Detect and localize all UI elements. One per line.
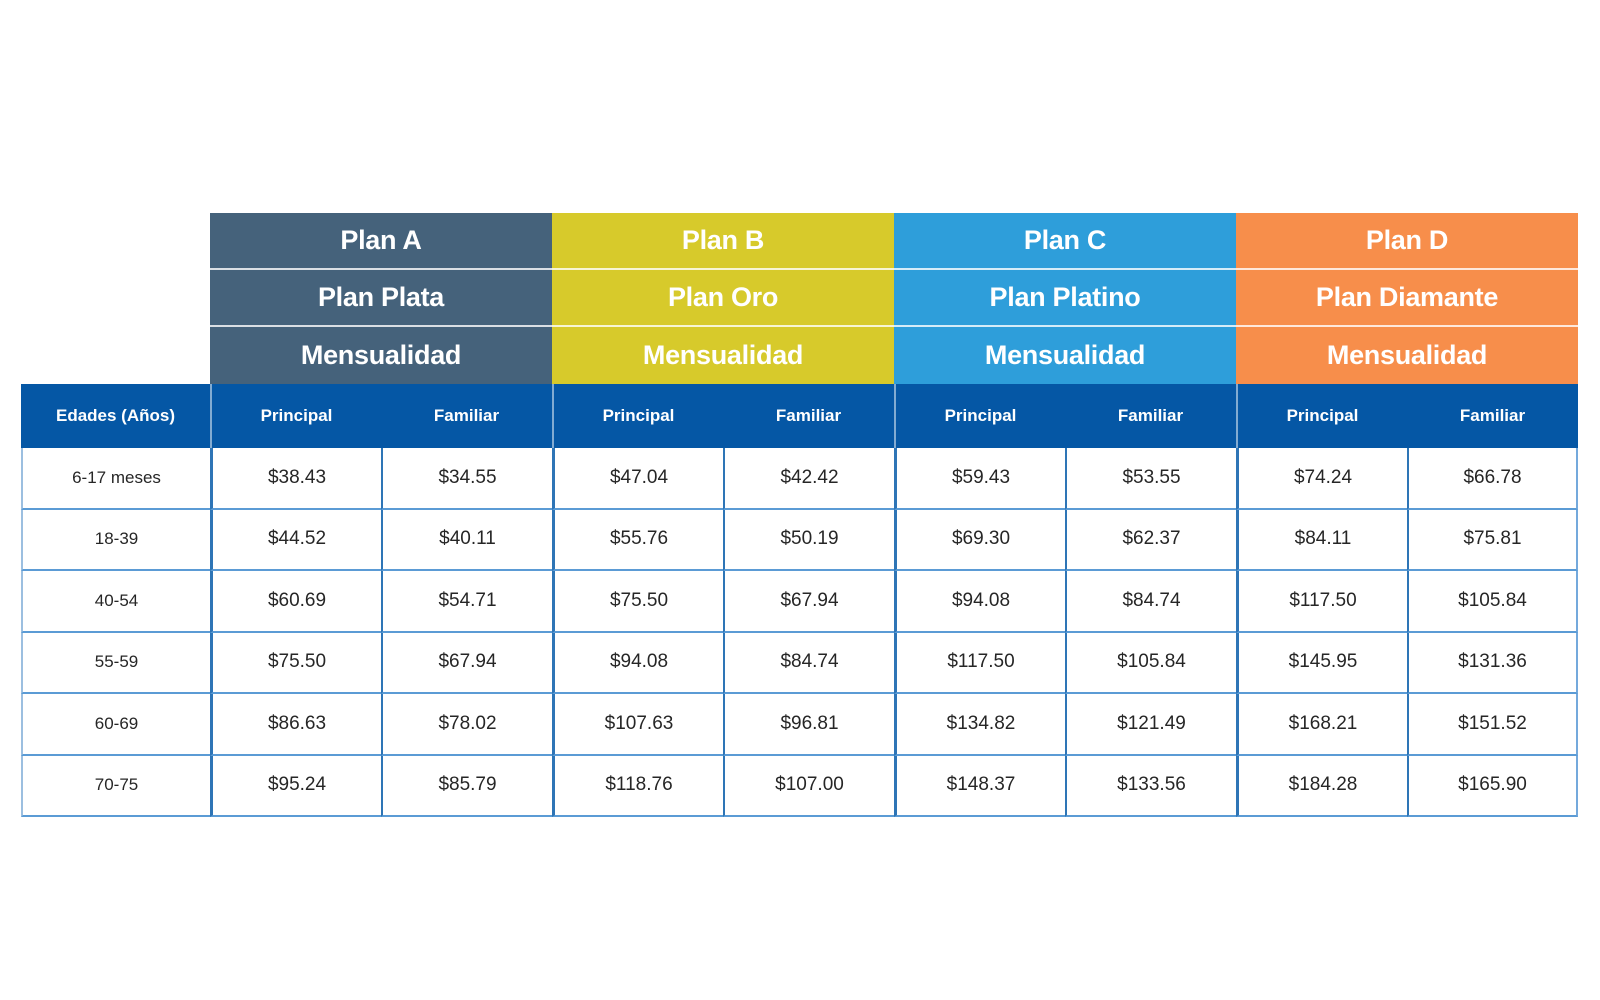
price-cell-plan-c-principal: $117.50	[894, 632, 1065, 694]
price-cell-plan-d-principal: $74.24	[1236, 448, 1407, 510]
price-cell-plan-c-familiar: $62.37	[1065, 509, 1236, 571]
price-cell-plan-d-familiar: $131.36	[1407, 632, 1578, 694]
plan-d-name-header: Plan Diamante	[1236, 270, 1578, 327]
price-cell-plan-b-familiar: $67.94	[723, 571, 894, 633]
plan-c-code-header: Plan C	[894, 213, 1236, 270]
age-cell: 40-54	[21, 571, 210, 633]
plan-c-billing-header: Mensualidad	[894, 327, 1236, 384]
table-corner-spacer	[21, 213, 210, 384]
price-cell-plan-a-familiar: $40.11	[381, 509, 552, 571]
price-cell-plan-b-principal: $55.76	[552, 509, 723, 571]
plan-b-principal-header: Principal	[552, 384, 723, 448]
price-cell-plan-c-familiar: $133.56	[1065, 755, 1236, 817]
age-column-header: Edades (Años)	[21, 384, 210, 448]
price-cell-plan-b-familiar: $107.00	[723, 755, 894, 817]
price-cell-plan-d-familiar: $105.84	[1407, 571, 1578, 633]
price-cell-plan-b-principal: $107.63	[552, 694, 723, 756]
price-cell-plan-a-principal: $86.63	[210, 694, 381, 756]
plan-b-billing-header: Mensualidad	[552, 327, 894, 384]
plan-b-familiar-header: Familiar	[723, 384, 894, 448]
price-cell-plan-b-familiar: $84.74	[723, 632, 894, 694]
price-cell-plan-a-principal: $60.69	[210, 571, 381, 633]
price-cell-plan-d-principal: $145.95	[1236, 632, 1407, 694]
price-cell-plan-b-familiar: $96.81	[723, 694, 894, 756]
plan-a-code-header: Plan A	[210, 213, 552, 270]
plan-c-principal-header: Principal	[894, 384, 1065, 448]
plan-d-principal-header: Principal	[1236, 384, 1407, 448]
price-cell-plan-b-principal: $75.50	[552, 571, 723, 633]
price-cell-plan-d-principal: $184.28	[1236, 755, 1407, 817]
age-cell: 60-69	[21, 694, 210, 756]
price-cell-plan-b-familiar: $42.42	[723, 448, 894, 510]
plan-c-familiar-header: Familiar	[1065, 384, 1236, 448]
price-cell-plan-a-familiar: $78.02	[381, 694, 552, 756]
price-cell-plan-a-familiar: $85.79	[381, 755, 552, 817]
price-cell-plan-c-familiar: $121.49	[1065, 694, 1236, 756]
price-cell-plan-c-principal: $59.43	[894, 448, 1065, 510]
plan-d-code-header: Plan D	[1236, 213, 1578, 270]
price-cell-plan-b-principal: $118.76	[552, 755, 723, 817]
price-cell-plan-a-familiar: $67.94	[381, 632, 552, 694]
plan-b-code-header: Plan B	[552, 213, 894, 270]
price-cell-plan-b-principal: $94.08	[552, 632, 723, 694]
price-cell-plan-c-principal: $148.37	[894, 755, 1065, 817]
price-cell-plan-a-principal: $44.52	[210, 509, 381, 571]
price-cell-plan-c-familiar: $84.74	[1065, 571, 1236, 633]
price-cell-plan-d-principal: $117.50	[1236, 571, 1407, 633]
price-cell-plan-c-principal: $134.82	[894, 694, 1065, 756]
plan-c-name-header: Plan Platino	[894, 270, 1236, 327]
price-cell-plan-a-familiar: $54.71	[381, 571, 552, 633]
price-cell-plan-d-principal: $84.11	[1236, 509, 1407, 571]
plan-d-billing-header: Mensualidad	[1236, 327, 1578, 384]
price-cell-plan-d-principal: $168.21	[1236, 694, 1407, 756]
plan-a-principal-header: Principal	[210, 384, 381, 448]
age-cell: 18-39	[21, 509, 210, 571]
price-cell-plan-a-familiar: $34.55	[381, 448, 552, 510]
pricing-table: Plan A Plan B Plan C Plan D Plan Plata P…	[21, 213, 1578, 817]
plan-a-billing-header: Mensualidad	[210, 327, 552, 384]
price-cell-plan-d-familiar: $75.81	[1407, 509, 1578, 571]
plan-a-name-header: Plan Plata	[210, 270, 552, 327]
price-cell-plan-d-familiar: $66.78	[1407, 448, 1578, 510]
price-cell-plan-b-principal: $47.04	[552, 448, 723, 510]
plan-d-familiar-header: Familiar	[1407, 384, 1578, 448]
price-cell-plan-a-principal: $95.24	[210, 755, 381, 817]
price-cell-plan-a-principal: $75.50	[210, 632, 381, 694]
price-cell-plan-d-familiar: $165.90	[1407, 755, 1578, 817]
price-cell-plan-a-principal: $38.43	[210, 448, 381, 510]
price-cell-plan-d-familiar: $151.52	[1407, 694, 1578, 756]
price-cell-plan-b-familiar: $50.19	[723, 509, 894, 571]
plan-b-name-header: Plan Oro	[552, 270, 894, 327]
price-cell-plan-c-familiar: $105.84	[1065, 632, 1236, 694]
plan-a-familiar-header: Familiar	[381, 384, 552, 448]
age-cell: 6-17 meses	[21, 448, 210, 510]
price-cell-plan-c-principal: $69.30	[894, 509, 1065, 571]
price-cell-plan-c-principal: $94.08	[894, 571, 1065, 633]
price-cell-plan-c-familiar: $53.55	[1065, 448, 1236, 510]
age-cell: 55-59	[21, 632, 210, 694]
age-cell: 70-75	[21, 755, 210, 817]
